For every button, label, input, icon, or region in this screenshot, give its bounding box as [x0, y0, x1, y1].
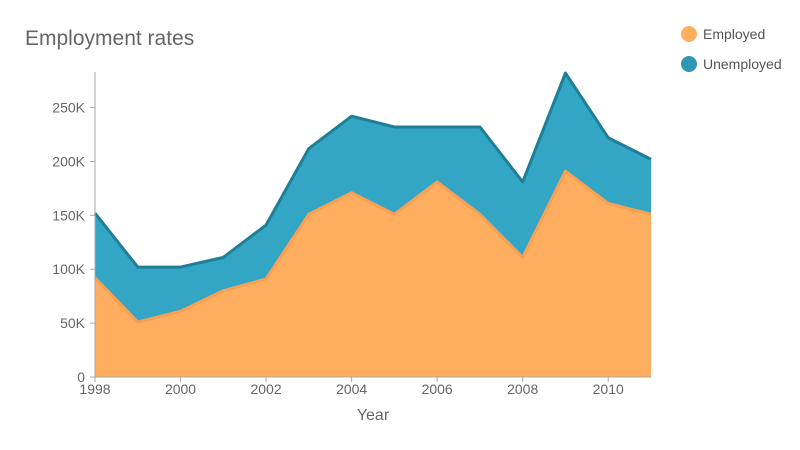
y-tick-label: 250K — [52, 100, 85, 116]
y-tick-label: 50K — [60, 315, 86, 331]
y-tick-label: 150K — [52, 207, 85, 223]
plot-area — [93, 71, 652, 377]
y-tick-label: 100K — [52, 261, 85, 277]
x-tick-label: 2008 — [507, 381, 538, 397]
legend-swatch-unemployed — [681, 56, 697, 72]
x-axis-title: Year — [357, 407, 390, 424]
x-tick-label: 2000 — [165, 381, 196, 397]
line-unemployed — [93, 71, 652, 269]
x-tick-label: 2010 — [593, 381, 624, 397]
line-employed — [93, 169, 652, 324]
y-tick-label: 0 — [77, 369, 85, 385]
legend-label-unemployed: Unemployed — [703, 56, 782, 72]
legend-item-unemployed[interactable]: Unemployed — [681, 55, 782, 73]
axes: 0 50K 100K 150K 200K 250K 1998 2000 2002 2004 2006… — [52, 72, 651, 397]
legend-swatch-employed — [681, 26, 697, 42]
legend-item-employed[interactable]: Employed — [681, 25, 782, 43]
x-tick-label: 1998 — [79, 381, 110, 397]
area-unemployed — [95, 73, 651, 323]
area-employed — [95, 171, 651, 377]
y-tick-label: 200K — [52, 153, 85, 169]
legend: Employed Unemployed — [681, 25, 782, 85]
x-tick-label: 2006 — [422, 381, 453, 397]
chart-title: Employment rates — [25, 27, 195, 50]
x-tick-label: 2002 — [250, 381, 281, 397]
legend-label-employed: Employed — [703, 26, 766, 42]
x-tick-label: 2004 — [336, 381, 367, 397]
